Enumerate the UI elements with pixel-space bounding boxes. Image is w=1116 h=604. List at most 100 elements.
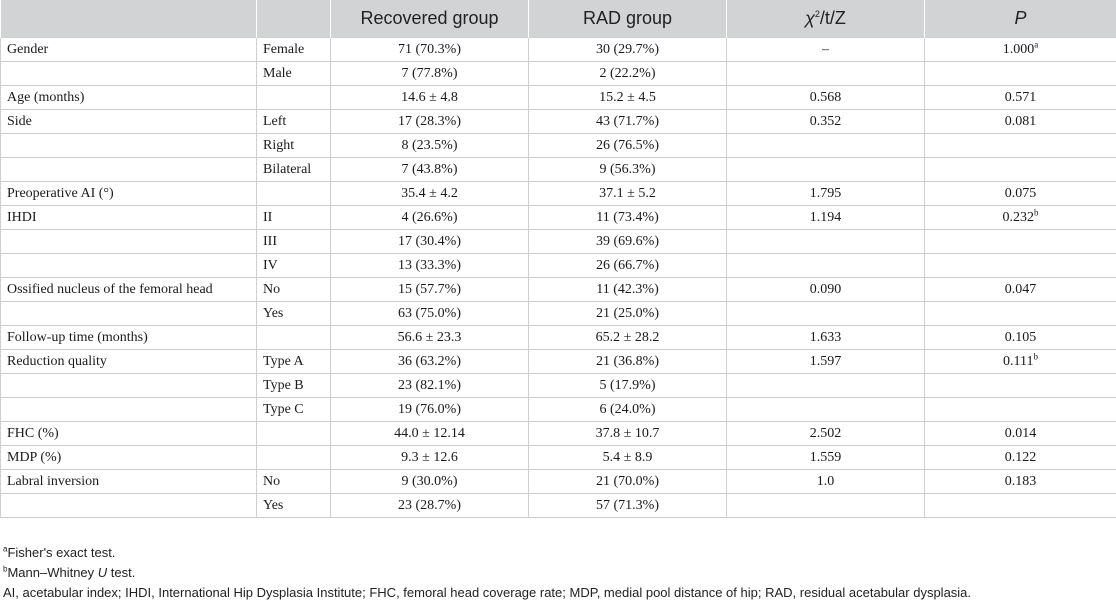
table-row: Right 8 (23.5%) 26 (76.5%) — [0, 133, 1116, 158]
cell-recovered: 4 (26.6%) — [330, 205, 529, 230]
cell-rad: 5.4 ± 8.9 — [528, 445, 727, 470]
table-body: Gender Female 71 (70.3%) 30 (29.7%) –1.000a M… — [0, 37, 1116, 518]
cell-statistic — [726, 229, 925, 254]
cell-variable: Follow-up time (months) — [0, 325, 257, 350]
cell-recovered-text: 14.6 ± 4.8 — [401, 89, 458, 105]
footnote-b-text-post: test. — [107, 565, 136, 580]
cell-rad-text: 39 (69.6%) — [596, 233, 659, 249]
cell-recovered: 15 (57.7%) — [330, 277, 529, 302]
cell-p-value: 0.122 — [924, 445, 1116, 470]
cell-recovered: 7 (43.8%) — [330, 157, 529, 182]
cell-p-value-text: 0.075 — [1004, 185, 1037, 201]
table-row: Yes 63 (75.0%) 21 (25.0%) — [0, 301, 1116, 326]
table-row: Reduction quality Type A 36 (63.2%) 21 (36.… — [0, 349, 1116, 374]
cell-variable — [0, 133, 257, 158]
cell-statistic: 1.633 — [726, 325, 925, 350]
cell-recovered: 63 (75.0%) — [330, 301, 529, 326]
cell-p-value-text: 0.122 — [1004, 449, 1037, 465]
cell-recovered-text: 19 (76.0%) — [398, 401, 461, 417]
cell-category-text: Bilateral — [263, 161, 312, 177]
cell-p-value: 0.183 — [924, 469, 1116, 494]
cell-p-value — [924, 61, 1116, 86]
table-row: Labral inversion No 9 (30.0%) 21 (70.0%) 1.0… — [0, 469, 1116, 494]
cell-rad-text: 2 (22.2%) — [599, 65, 656, 81]
cell-category-text: Type A — [263, 353, 304, 369]
cell-variable-text: Labral inversion — [7, 473, 100, 489]
cell-category — [256, 85, 331, 110]
cell-p-value — [924, 301, 1116, 326]
cell-recovered: 17 (28.3%) — [330, 109, 529, 134]
cell-variable: Side — [0, 109, 257, 134]
footnote-a-text: Fisher's exact test. — [7, 545, 116, 560]
cell-p-value — [924, 373, 1116, 398]
cell-recovered-text: 13 (33.3%) — [398, 257, 461, 273]
cell-variable: FHC (%) — [0, 421, 257, 446]
header-test-statistic: χ2/t/Z — [726, 0, 925, 38]
footnotes: aFisher's exact test. bMann–Whitney U te… — [3, 543, 971, 603]
p-value-footnote-mark: b — [1034, 206, 1039, 217]
table-row: MDP (%) 9.3 ± 12.6 5.4 ± 8.9 1.559 0.122 — [0, 445, 1116, 470]
comparison-table: Recovered group RAD group χ2/t/Z P Gende… — [0, 0, 1116, 518]
cell-recovered-text: 9 (30.0%) — [401, 473, 458, 489]
cell-category: Female — [256, 37, 331, 62]
cell-variable: Preoperative AI (°) — [0, 181, 257, 206]
cell-p-value — [924, 253, 1116, 278]
cell-rad: 65.2 ± 28.2 — [528, 325, 727, 350]
cell-p-value: 0.047 — [924, 277, 1116, 302]
table-row: FHC (%) 44.0 ± 12.14 37.8 ± 10.7 2.502 0.014 — [0, 421, 1116, 446]
cell-recovered: 56.6 ± 23.3 — [330, 325, 529, 350]
cell-rad-text: 37.1 ± 5.2 — [599, 185, 656, 201]
cell-p-value: 0.075 — [924, 181, 1116, 206]
cell-variable-text: IHDI — [7, 209, 37, 225]
cell-category: Type A — [256, 349, 331, 374]
cell-rad-text: 5.4 ± 8.9 — [602, 449, 653, 465]
cell-category: IV — [256, 253, 331, 278]
cell-rad-text: 15.2 ± 4.5 — [599, 89, 656, 105]
cell-p-value: 0.105 — [924, 325, 1116, 350]
cell-category-text: Male — [263, 65, 292, 81]
cell-category-text: No — [263, 473, 281, 489]
cell-category-text: Type B — [263, 377, 304, 393]
footnote-abbreviations: AI, acetabular index; IHDI, Internationa… — [3, 585, 972, 600]
cell-rad-text: 26 (66.7%) — [596, 257, 659, 273]
cell-rad: 37.8 ± 10.7 — [528, 421, 727, 446]
table-row: Side Left 17 (28.3%) 43 (71.7%) 0.352 0.081 — [0, 109, 1116, 134]
cell-rad: 30 (29.7%) — [528, 37, 727, 62]
table-row: IV 13 (33.3%) 26 (66.7%) — [0, 253, 1116, 278]
cell-recovered-text: 8 (23.5%) — [401, 137, 458, 153]
table-row: Preoperative AI (°) 35.4 ± 4.2 37.1 ± 5.2 1… — [0, 181, 1116, 206]
cell-p-value-text: 0.232 — [1002, 209, 1035, 225]
cell-category-text: Right — [263, 137, 295, 153]
cell-rad: 43 (71.7%) — [528, 109, 727, 134]
cell-statistic — [726, 373, 925, 398]
cell-category — [256, 445, 331, 470]
cell-recovered-text: 7 (77.8%) — [401, 65, 458, 81]
cell-category-text: III — [263, 233, 277, 249]
cell-category: Yes — [256, 301, 331, 326]
header-row: Recovered group RAD group χ2/t/Z P — [0, 0, 1116, 38]
cell-variable — [0, 301, 257, 326]
cell-variable-text: Ossified nucleus of the femoral head — [7, 281, 213, 297]
cell-p-value: 0.081 — [924, 109, 1116, 134]
cell-p-value: 1.000a — [924, 37, 1116, 62]
cell-variable-text: MDP (%) — [7, 449, 62, 465]
cell-category-text: Yes — [263, 305, 284, 321]
cell-statistic-text: 1.559 — [809, 449, 842, 465]
cell-rad-text: 30 (29.7%) — [596, 41, 659, 57]
cell-variable: Age (months) — [0, 85, 257, 110]
cell-statistic-text: 2.502 — [809, 425, 842, 441]
table-row: Bilateral 7 (43.8%) 9 (56.3%) — [0, 157, 1116, 182]
cell-variable: Gender — [0, 37, 257, 62]
table-row: Gender Female 71 (70.3%) 30 (29.7%) – 1.000a — [0, 37, 1116, 62]
cell-p-value: 0.571 — [924, 85, 1116, 110]
cell-rad-text: 11 (73.4%) — [596, 209, 659, 225]
footnote-b-text-italic: U — [97, 565, 108, 580]
footnote-a: aFisher's exact test. — [3, 543, 971, 563]
cell-statistic-text: 0.352 — [809, 113, 842, 129]
cell-recovered-text: 56.6 ± 23.3 — [397, 329, 462, 345]
table-header: Recovered group RAD group χ2/t/Z P — [0, 0, 1116, 38]
cell-p-value — [924, 157, 1116, 182]
cell-variable — [0, 493, 257, 518]
cell-p-value-text: 0.081 — [1004, 113, 1037, 129]
cell-category: Yes — [256, 493, 331, 518]
